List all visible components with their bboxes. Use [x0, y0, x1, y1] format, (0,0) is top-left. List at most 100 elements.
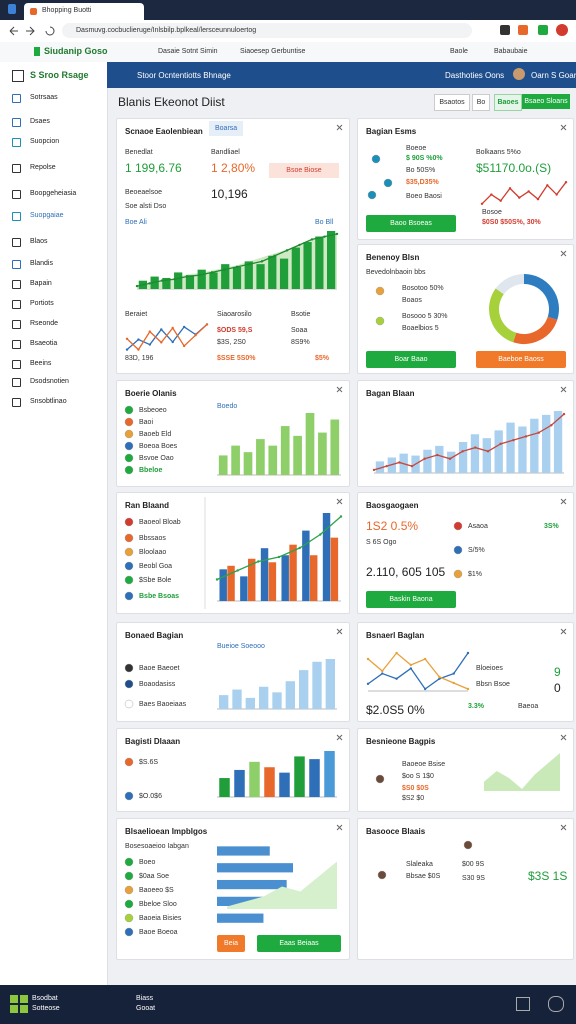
ext[interactable] [538, 25, 548, 35]
close-icon [336, 498, 343, 505]
bar [217, 863, 293, 873]
button[interactable]: Baoo Bsoeas [366, 215, 456, 232]
card-title: Bagisti Dlaaan [125, 737, 181, 746]
label: S30 9S [462, 875, 485, 882]
close-icon [560, 124, 567, 131]
header-link[interactable]: Dasthoties Oons [445, 71, 505, 80]
sidebar-item[interactable]: Suopgaiae [12, 212, 63, 221]
sidebar-item[interactable]: Rseonde [12, 320, 58, 329]
menu-icon[interactable] [12, 70, 24, 82]
bar [256, 264, 265, 289]
link[interactable]: Dasaie Sotnt Simin [158, 48, 218, 55]
icon [453, 521, 463, 531]
bar [243, 452, 253, 475]
button[interactable]: Bsaeo Sloans [522, 94, 570, 109]
marker [512, 438, 515, 442]
button[interactable]: Boar Baao [366, 351, 456, 368]
marker [436, 453, 439, 457]
profile[interactable] [556, 24, 568, 36]
sidebar-item[interactable]: Boopgeheiasia [12, 190, 76, 199]
sidebar-item[interactable]: Portiots [12, 300, 54, 309]
card-title: Besnieone Bagpis [366, 737, 436, 746]
bar [293, 435, 302, 475]
bar [506, 422, 515, 473]
card-graphics [453, 498, 567, 579]
button[interactable]: Eaas Beiaas [257, 935, 341, 952]
bar [309, 759, 320, 797]
tray-icon[interactable] [548, 996, 564, 1012]
avatar[interactable] [513, 68, 525, 80]
bar [518, 426, 527, 473]
sidebar-item[interactable]: Dsaes [12, 118, 50, 127]
marker [235, 265, 239, 269]
label: Bsbeoeo [139, 407, 167, 414]
start-icon[interactable] [10, 995, 28, 1013]
button[interactable]: Baeboe Baoss [476, 351, 566, 368]
marker [160, 328, 163, 331]
bar [268, 445, 278, 475]
label: 3S% [544, 523, 559, 530]
bar [285, 681, 295, 709]
sidebar-item[interactable]: Bapain [12, 280, 52, 289]
card-title: Boerie Olanis [125, 389, 177, 398]
bar [234, 769, 245, 797]
bar [375, 461, 385, 473]
label: Baoeia Bisies [139, 915, 182, 922]
bar [218, 455, 228, 475]
marker [398, 461, 401, 464]
marker [372, 468, 376, 472]
sidebar-item[interactable]: Beeins [12, 360, 51, 369]
label: Bbsn Bsoe [476, 681, 510, 688]
button[interactable]: Baoes [494, 94, 522, 111]
tab[interactable]: Bhopping Buotti [24, 3, 144, 20]
page-title: Blanis Ekeonot Diist [118, 95, 225, 109]
close-icon [560, 386, 567, 393]
button[interactable]: Bsoe Biose [269, 163, 339, 178]
link[interactable]: Babaubaie [494, 48, 528, 55]
card-title: Bsnaerl Baglan [366, 631, 425, 640]
tray-icon[interactable] [516, 997, 530, 1011]
nav-icons[interactable] [8, 25, 58, 37]
button[interactable]: Beia [217, 935, 245, 952]
url-field[interactable]: Dasmuvg.cocbuclieruge/Inlsbilp.bplkeal/l… [62, 23, 472, 38]
label: Baoe Baeoet [139, 665, 180, 672]
line [367, 652, 469, 690]
label: Bosesoaeioo Iabgan [125, 843, 189, 850]
label: Bsvoe Oao [139, 455, 174, 462]
button[interactable]: Bsaotos [434, 94, 470, 111]
label: 9 [554, 665, 561, 679]
task-label: Bsodbat [32, 995, 58, 1002]
sidebar-item[interactable]: Snsobtlinao [12, 398, 67, 407]
ext[interactable] [518, 25, 528, 35]
link[interactable]: Baole [450, 48, 468, 55]
marker [423, 657, 427, 661]
sidebar-item[interactable]: Repolse [12, 164, 56, 173]
marker [319, 533, 322, 536]
header-title: Stoor Ocntentiotts Bhnage [137, 71, 231, 80]
sidebar-item[interactable]: Bsaeotia [12, 340, 57, 349]
icon [12, 260, 21, 269]
label: Bo Bll [315, 219, 334, 226]
marker [438, 675, 441, 679]
button[interactable]: Boarsa [209, 121, 244, 136]
sidebar-item[interactable]: Suopcion [12, 138, 59, 147]
user[interactable]: Oarn S Goar [531, 71, 576, 80]
marker [546, 184, 549, 187]
bar [553, 411, 563, 473]
card-graphics [125, 124, 343, 351]
link[interactable]: Siaoesep Gerbuntise [240, 48, 306, 55]
button[interactable]: Bo [472, 94, 490, 111]
label: Bbeloe Sloo [139, 901, 177, 908]
card-title: Benenoy Blsn [366, 253, 420, 262]
sidebar-item[interactable]: Blaos [12, 238, 48, 247]
icon [463, 840, 473, 850]
ext[interactable] [500, 25, 510, 35]
label: 0 [554, 681, 561, 695]
button[interactable]: Baskin Baona [366, 591, 456, 608]
sidebar-item[interactable]: Sotrsaas [12, 94, 58, 103]
sidebar-item[interactable]: Blandis [12, 260, 53, 269]
sidebar-item[interactable]: Dsodsnotien [12, 378, 69, 387]
bar [294, 756, 305, 797]
label: Boeo [139, 859, 156, 866]
brand[interactable]: Siudanip Goso [44, 46, 108, 56]
